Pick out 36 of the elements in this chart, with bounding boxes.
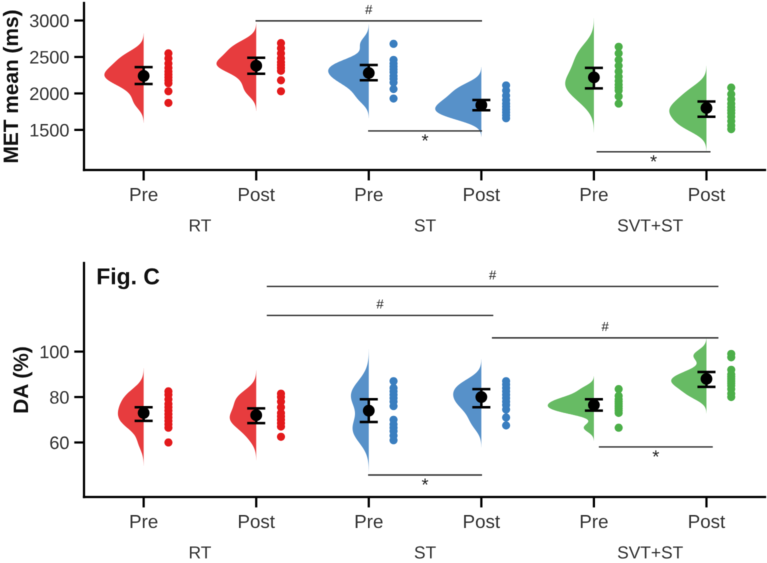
y-axis-title: DA (%) bbox=[12, 347, 32, 412]
y-tick-label: 2000 bbox=[30, 87, 69, 100]
text: ST bbox=[414, 219, 436, 232]
x-tick-label: Post bbox=[464, 515, 500, 528]
annotation: # bbox=[488, 270, 496, 280]
y-tick-label: 60 bbox=[50, 436, 69, 450]
x-tick-label: Pre bbox=[356, 515, 383, 528]
x-tick-label: Post bbox=[689, 515, 726, 528]
annotation: # bbox=[602, 322, 609, 331]
y-tick-label: 3000 bbox=[30, 14, 69, 28]
annotation: # bbox=[376, 299, 384, 309]
chart-title: Fig. C bbox=[98, 268, 160, 290]
annotation: * bbox=[422, 478, 428, 485]
y-tick-label: 100 bbox=[40, 346, 69, 358]
x-tick-label: Pre bbox=[356, 188, 383, 202]
annotation: * bbox=[650, 155, 657, 162]
y-tick-label: 80 bbox=[50, 390, 69, 404]
x-tick-label: Pre bbox=[130, 188, 158, 202]
x-tick-label: Pre bbox=[580, 515, 608, 528]
text: ST bbox=[414, 546, 436, 559]
x-tick-label: Post bbox=[239, 188, 275, 202]
y-tick-label: 1500 bbox=[30, 124, 69, 137]
text: RT bbox=[190, 219, 211, 232]
y-axis-title: MET mean (ms) bbox=[2, 10, 22, 162]
y-tick-label: 2500 bbox=[30, 50, 69, 64]
x-tick-label: Post bbox=[689, 188, 726, 202]
text: SVT+ST bbox=[618, 546, 683, 559]
annotation: * bbox=[422, 134, 428, 141]
annotation: # bbox=[365, 4, 372, 14]
text: RT bbox=[190, 546, 211, 558]
text: SVT+ST bbox=[618, 219, 683, 232]
x-tick-label: Pre bbox=[130, 515, 158, 528]
x-tick-label: Pre bbox=[580, 188, 608, 202]
annotation: * bbox=[652, 450, 660, 457]
x-tick-label: Post bbox=[239, 515, 275, 528]
x-tick-label: Post bbox=[464, 188, 500, 202]
